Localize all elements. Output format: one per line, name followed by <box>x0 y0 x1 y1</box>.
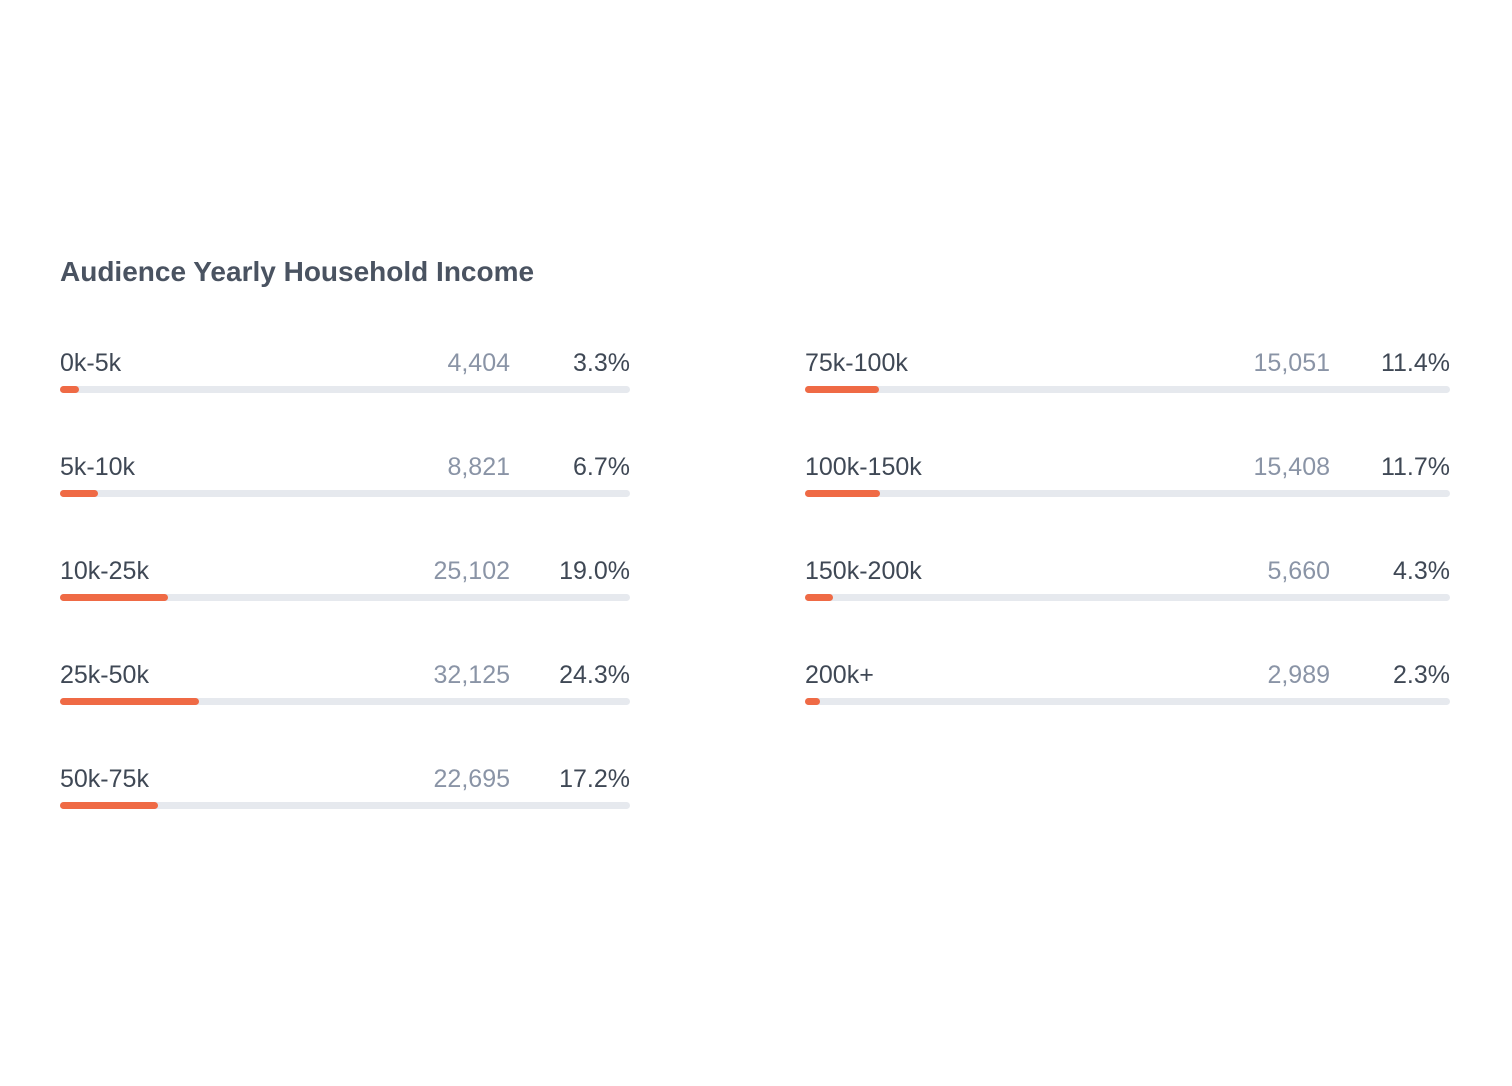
progress-fill <box>805 594 833 601</box>
audience-percent: 6.7% <box>573 453 630 481</box>
income-row: 50k-75k 22,695 17.2% <box>60 761 630 865</box>
income-row: 150k-200k 5,660 4.3% <box>805 553 1450 657</box>
income-row: 0k-5k 4,404 3.3% <box>60 345 630 449</box>
audience-percent: 2.3% <box>1393 661 1450 689</box>
audience-percent: 19.0% <box>559 557 630 585</box>
panel-title: Audience Yearly Household Income <box>60 256 535 287</box>
income-bracket-label: 5k-10k <box>60 453 136 481</box>
progress-fill <box>805 386 879 393</box>
progress-fill <box>60 490 99 497</box>
audience-count: 5,660 <box>1267 557 1330 585</box>
income-bracket-label: 200k+ <box>805 661 874 689</box>
progress-track <box>60 802 630 809</box>
progress-track <box>60 594 630 601</box>
progress-fill <box>60 802 159 809</box>
audience-count: 15,408 <box>1253 453 1330 481</box>
audience-percent: 11.4% <box>1380 349 1450 377</box>
progress-track <box>60 490 630 497</box>
audience-count: 8,821 <box>447 453 510 481</box>
progress-track <box>60 698 630 705</box>
progress-track <box>60 386 630 393</box>
audience-percent: 4.3% <box>1393 557 1450 585</box>
income-bracket-label: 10k-25k <box>60 557 149 585</box>
income-column-left: 0k-5k 4,404 3.3% 5k-10k 8,821 6.7% <box>60 345 630 865</box>
income-bracket-label: 150k-200k <box>805 557 922 585</box>
audience-count: 15,051 <box>1253 349 1330 377</box>
audience-percent: 11.7% <box>1380 453 1450 481</box>
income-bracket-label: 100k-150k <box>805 453 922 481</box>
audience-count: 25,102 <box>433 557 510 585</box>
income-bracket-label: 0k-5k <box>60 349 122 377</box>
audience-count: 22,695 <box>433 765 510 793</box>
income-panel: Audience Yearly Household Income 0k-5k 4… <box>60 250 1450 809</box>
income-row: 5k-10k 8,821 6.7% <box>60 449 630 553</box>
income-row: 25k-50k 32,125 24.3% <box>60 657 630 761</box>
progress-track <box>805 594 1450 601</box>
audience-percent: 17.2% <box>559 765 630 793</box>
income-row: 10k-25k 25,102 19.0% <box>60 553 630 657</box>
audience-percent: 3.3% <box>573 349 630 377</box>
progress-track <box>805 386 1450 393</box>
income-row: 75k-100k 15,051 11.4% <box>805 345 1450 449</box>
progress-track <box>805 490 1450 497</box>
progress-fill <box>60 594 169 601</box>
income-row: 200k+ 2,989 2.3% <box>805 657 1450 761</box>
progress-track <box>805 698 1450 705</box>
income-bracket-label: 25k-50k <box>60 661 149 689</box>
progress-fill <box>805 490 881 497</box>
income-column-right: 75k-100k 15,051 11.4% 100k-150k 15,408 1… <box>805 345 1450 761</box>
progress-fill <box>60 698 199 705</box>
income-bracket-label: 75k-100k <box>805 349 908 377</box>
audience-count: 32,125 <box>433 661 510 689</box>
progress-fill <box>805 698 820 705</box>
audience-count: 2,989 <box>1267 661 1330 689</box>
progress-fill <box>60 386 79 393</box>
income-row: 100k-150k 15,408 11.7% <box>805 449 1450 553</box>
income-bracket-label: 50k-75k <box>60 765 149 793</box>
audience-count: 4,404 <box>447 349 510 377</box>
audience-percent: 24.3% <box>559 661 630 689</box>
